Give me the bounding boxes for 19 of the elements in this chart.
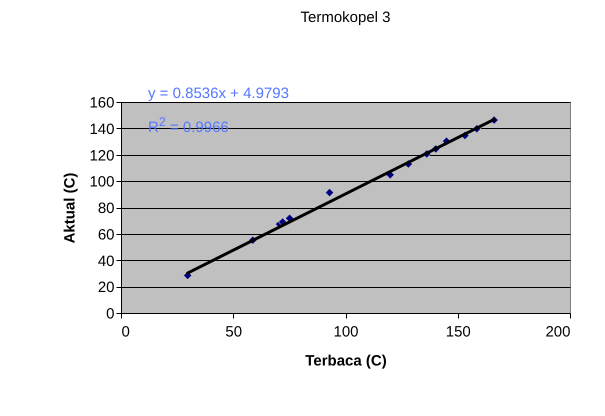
text: y = 0.8536x + 4.9793 [148, 85, 289, 102]
y-tick-label: 60 [98, 226, 114, 244]
y-tick-label: 100 [89, 174, 114, 191]
y-tick-label: 40 [98, 252, 114, 270]
x-tick-label: 100 [333, 324, 359, 340]
y-tick-label: 20 [98, 279, 114, 296]
y-axis-title: Aktual (C) [61, 172, 78, 244]
x-tick-label: 200 [545, 324, 570, 340]
y-tick-label: 0 [106, 306, 114, 322]
x-axis-title: Terbaca (C) [305, 352, 387, 370]
y-tick-label: 80 [98, 200, 114, 217]
point [325, 188, 334, 198]
x-tick-label: 0 [122, 324, 130, 340]
x-tick-label: 50 [225, 324, 242, 340]
y-tick-label: 140 [89, 120, 114, 138]
chart-title: Termokopel 3 [300, 9, 391, 26]
x-tick-label: 150 [446, 324, 471, 340]
y-tick-label: 160 [89, 94, 114, 112]
y-tick-label: 120 [89, 147, 114, 164]
